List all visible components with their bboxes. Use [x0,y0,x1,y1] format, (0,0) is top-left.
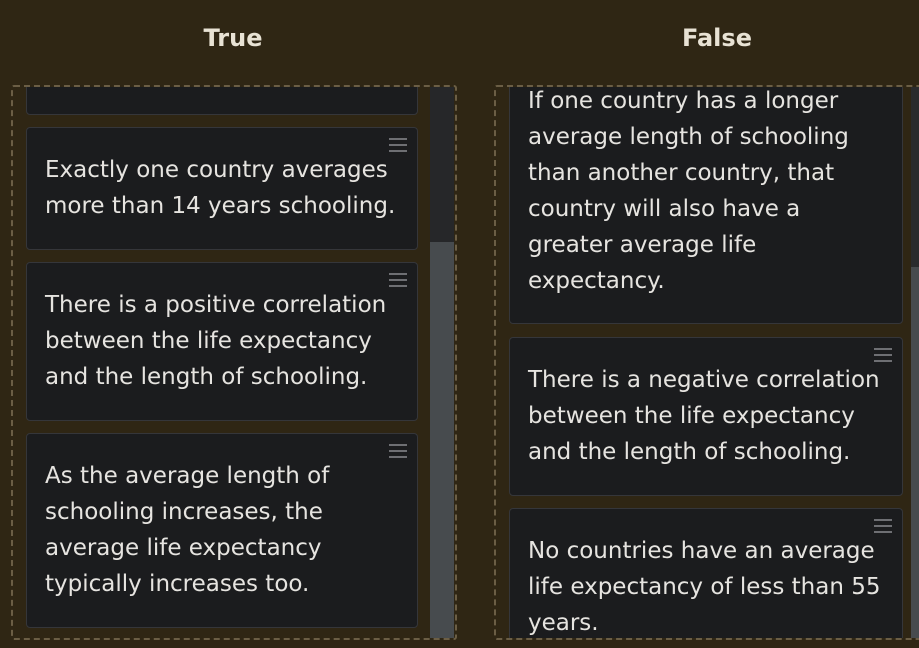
card-no-countries[interactable]: No countries have an average life expect… [509,508,903,638]
true-scrollbar[interactable] [430,87,454,638]
card-text: As the average length of schooling incre… [45,463,330,597]
column-title-true: True [203,24,263,52]
false-scrollbar[interactable] [911,87,919,638]
card-exactly-one-country[interactable]: Exactly one country averages more than 1… [26,127,418,250]
card-text: There is a negative correlation between … [528,367,880,465]
card-positive-correlation[interactable]: There is a positive correlation between … [26,262,418,421]
card-text: There is a positive correlation between … [45,292,387,390]
true-scrollbar-thumb[interactable] [430,242,454,638]
false-drop-zone[interactable]: If one country has a longer average leng… [494,85,919,640]
drag-handle-icon[interactable] [874,519,892,533]
card-longer-schooling[interactable]: If one country has a longer average leng… [509,87,903,324]
column-title-false: False [682,24,752,52]
card-text: Exactly one country averages more than 1… [45,157,396,219]
card-true-partial[interactable] [26,87,418,115]
card-text: If one country has a longer average leng… [528,88,849,294]
drag-handle-icon[interactable] [389,273,407,287]
false-scrollbar-thumb[interactable] [911,267,919,638]
drag-handle-icon[interactable] [389,138,407,152]
true-drop-zone[interactable]: Exactly one country averages more than 1… [11,85,457,640]
card-schooling-increases[interactable]: As the average length of schooling incre… [26,433,418,628]
card-text: No countries have an average life expect… [528,538,881,636]
drag-handle-icon[interactable] [874,348,892,362]
card-negative-correlation[interactable]: There is a negative correlation between … [509,337,903,496]
drag-handle-icon[interactable] [389,444,407,458]
